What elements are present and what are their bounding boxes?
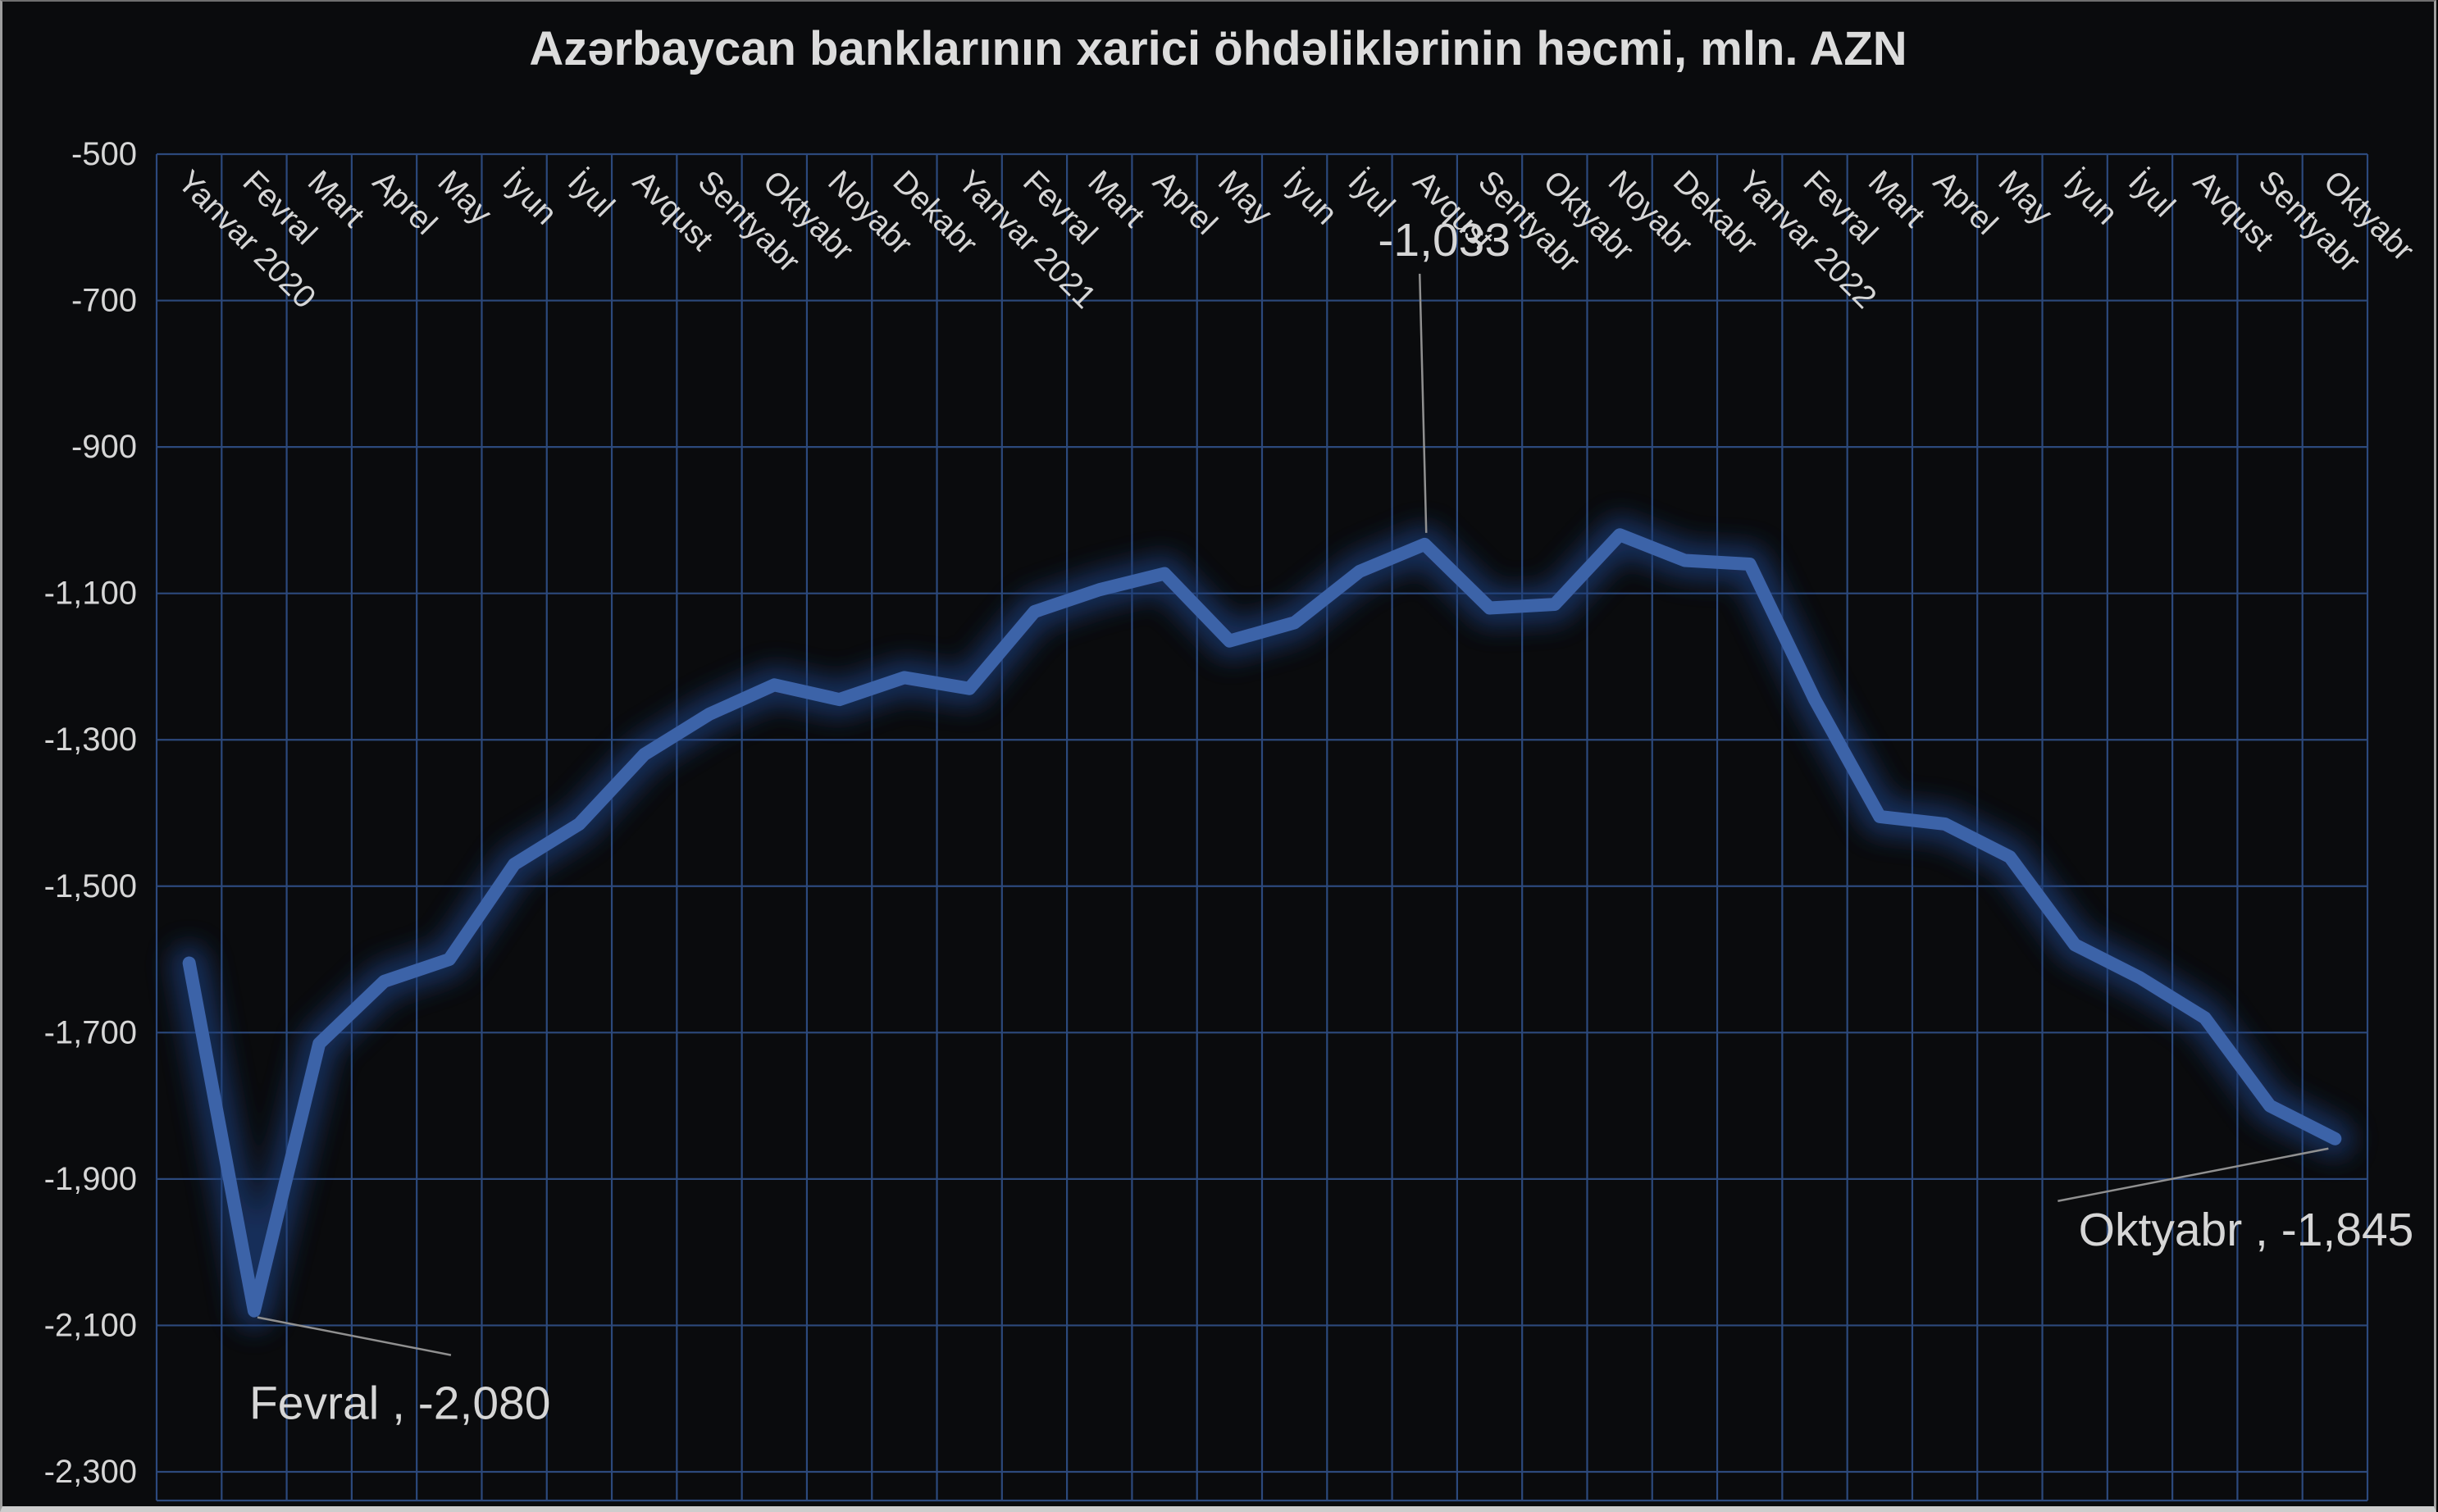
x-tick-label: Aprel <box>1146 164 1224 242</box>
x-tick-label: May <box>1992 164 2060 232</box>
y-tick-label: -1,300 <box>44 722 137 758</box>
x-tick-label: Aprel <box>366 164 444 242</box>
y-tick-label: -500 <box>71 136 137 172</box>
x-tick-label: Aprel <box>1926 164 2004 242</box>
y-tick-label: -2,100 <box>44 1307 137 1343</box>
annotation-leader <box>1418 273 1428 533</box>
chart-title: Azərbaycan banklarının xarici öhdəliklər… <box>529 22 1907 75</box>
annotation-label: Oktyabr , -1,845 <box>2079 1204 2414 1256</box>
y-tick-label: -700 <box>71 283 137 319</box>
annotation-label: -1,033 <box>1378 214 1511 266</box>
x-tick-label: May <box>431 164 499 232</box>
y-tick-label: -1,500 <box>44 868 137 904</box>
annotation-leader <box>2057 1147 2329 1203</box>
x-tick-label: İyun <box>496 164 564 232</box>
x-tick-label: İyun <box>1276 164 1344 232</box>
y-tick-label: -900 <box>71 429 137 465</box>
x-tick-label: İyun <box>2057 164 2125 232</box>
y-tick-label: -2,300 <box>44 1454 137 1490</box>
x-tick-label: May <box>1211 164 1279 232</box>
annotation-label: Fevral , -2,080 <box>249 1378 551 1430</box>
y-tick-label: -1,900 <box>44 1161 137 1197</box>
annotation-leader <box>257 1316 452 1356</box>
y-tick-label: -1,700 <box>44 1014 137 1050</box>
series-line <box>182 528 2342 1318</box>
y-tick-label: -1,100 <box>44 576 137 612</box>
